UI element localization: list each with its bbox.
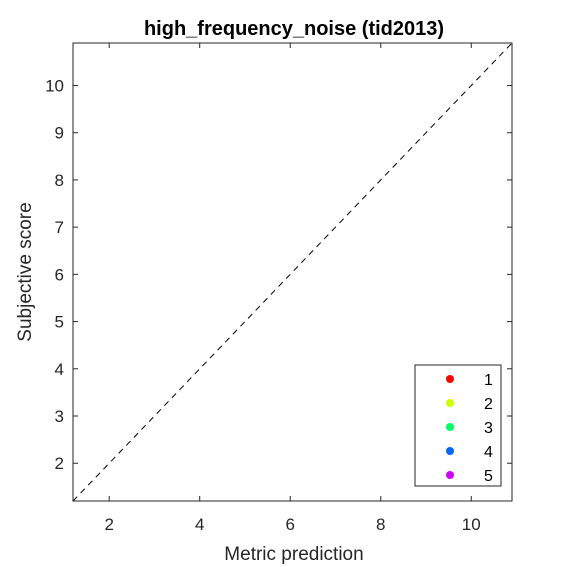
legend-marker: [446, 423, 454, 431]
y-axis-label: Subjective score: [15, 202, 36, 341]
y-tick-label: 7: [55, 218, 64, 237]
legend-label: 3: [484, 420, 493, 437]
legend-label: 1: [484, 372, 493, 389]
x-tick-label: 8: [376, 515, 385, 534]
legend-box: [414, 364, 502, 487]
y-tick-label: 8: [55, 171, 64, 190]
y-tick-label: 6: [55, 265, 64, 284]
y-tick-label: 10: [45, 76, 64, 95]
legend-label: 4: [484, 444, 493, 461]
x-tick-label: 10: [462, 515, 481, 534]
identity-reference-line: [72, 42, 513, 502]
legend-label: 5: [484, 468, 493, 485]
legend-marker: [446, 375, 454, 383]
legend-label: 2: [484, 396, 493, 413]
chart-title: high_frequency_noise (tid2013): [144, 18, 444, 40]
y-tick-label: 9: [55, 124, 64, 143]
legend-marker: [446, 471, 454, 479]
y-tick-label: 4: [55, 360, 64, 379]
y-axis-ticks: 2 3 4 5 6 7 8 9 10: [45, 76, 512, 473]
x-axis-label: Metric prediction: [224, 544, 363, 565]
x-tick-label: 6: [286, 515, 295, 534]
legend-marker: [446, 447, 454, 455]
y-tick-label: 3: [55, 407, 64, 426]
legend-marker: [446, 399, 454, 407]
x-tick-label: 2: [104, 515, 113, 534]
x-axis-ticks: 2 4 6 8 10: [104, 43, 481, 534]
y-tick-label: 5: [55, 313, 64, 332]
legend: 1 2 3 4 5: [414, 364, 502, 487]
x-tick-label: 4: [195, 515, 204, 534]
y-tick-label: 2: [55, 454, 64, 473]
